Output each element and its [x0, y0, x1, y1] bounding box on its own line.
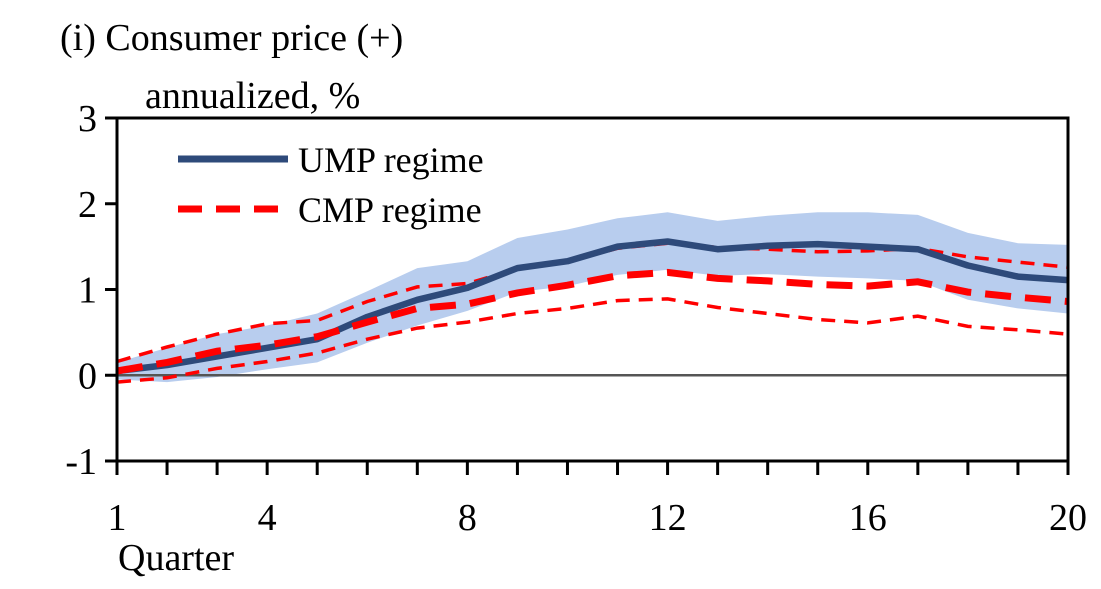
series-lines — [116, 238, 1069, 384]
x-tick-label: 8 — [458, 497, 477, 539]
y-tick-label: 0 — [78, 355, 97, 397]
cmp-regime-line — [116, 268, 1069, 375]
y-axis: -1 0 1 2 3 — [65, 98, 117, 483]
y-tick-label: 1 — [78, 270, 97, 312]
y-tick-label: 2 — [78, 184, 97, 226]
plot-frame — [115, 116, 1070, 463]
x-axis-label: Quarter — [118, 537, 234, 579]
x-axis: 1 4 8 12 16 20 — [108, 461, 1087, 539]
legend-cmp-label: CMP regime — [298, 190, 482, 230]
panel-title: (i) Consumer price (+) — [60, 17, 403, 59]
confidence-bands — [117, 212, 1068, 383]
y-tick-label: -1 — [65, 441, 97, 483]
legend: UMP regime CMP regime — [178, 140, 484, 230]
x-tick-label: 1 — [108, 497, 127, 539]
legend-ump-label: UMP regime — [298, 140, 484, 180]
x-tick-label: 4 — [258, 497, 277, 539]
x-tick-label: 20 — [1049, 497, 1087, 539]
ump-confidence-band — [117, 212, 1068, 383]
x-tick-label: 12 — [649, 497, 687, 539]
y-tick-label: 3 — [78, 98, 97, 140]
x-tick-label: 16 — [849, 497, 887, 539]
unit-label: annualized, % — [145, 75, 360, 117]
